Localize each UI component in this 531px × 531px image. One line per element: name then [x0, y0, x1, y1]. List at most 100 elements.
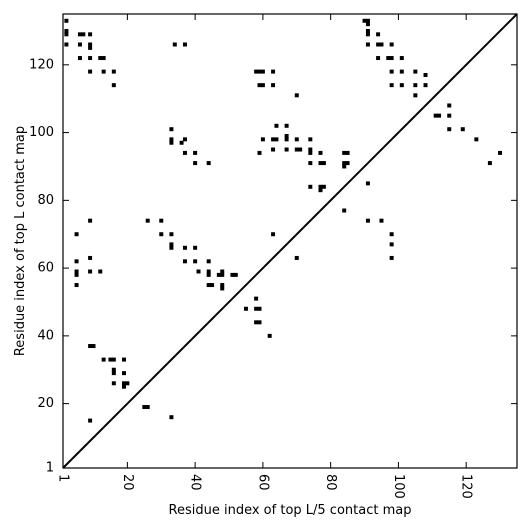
contact-point [389, 56, 394, 61]
contact-point [447, 103, 452, 108]
contact-point [365, 22, 370, 27]
contact-point [206, 283, 211, 288]
contact-point [318, 150, 323, 155]
contact-point [206, 269, 211, 274]
contact-point [206, 259, 211, 264]
contact-point [101, 69, 106, 74]
contact-point [365, 28, 370, 33]
contact-point [145, 405, 150, 410]
contact-point [389, 69, 394, 74]
contact-point [399, 56, 404, 61]
contact-point [308, 161, 313, 166]
contact-point [88, 42, 93, 47]
y-tick-label: 20 [37, 396, 54, 411]
contact-point [74, 272, 79, 277]
x-tick-label: 100 [391, 474, 406, 499]
contact-point [193, 161, 198, 166]
contact-point [342, 208, 347, 213]
contact-point [386, 56, 391, 61]
contact-point [111, 371, 116, 376]
contact-point [294, 93, 299, 98]
x-tick-label: 120 [459, 474, 474, 499]
scatter-points [64, 18, 503, 423]
contact-point [284, 133, 289, 138]
contact-point [271, 147, 276, 152]
contact-point [108, 357, 113, 362]
contact-point [413, 83, 418, 88]
contact-point [121, 384, 126, 389]
contact-point [169, 245, 174, 250]
contact-point [399, 69, 404, 74]
contact-point [88, 255, 93, 260]
y-tick-label: 100 [29, 125, 54, 140]
contact-point [243, 306, 248, 311]
contact-point [88, 32, 93, 37]
contact-point [362, 18, 367, 23]
contact-point [365, 18, 370, 23]
contact-point [257, 83, 262, 88]
contact-point [254, 306, 259, 311]
contact-point [101, 56, 106, 61]
contact-point [413, 93, 418, 98]
contact-point [447, 127, 452, 132]
contact-point [206, 161, 211, 166]
contact-point [318, 161, 323, 166]
x-tick-label: 40 [188, 474, 203, 491]
contact-point [308, 147, 313, 152]
contact-point [220, 269, 225, 274]
contact-point [498, 150, 503, 155]
contact-point [88, 344, 93, 349]
contact-point [169, 127, 174, 132]
y-tick-label: 80 [37, 193, 54, 208]
contact-point [121, 371, 126, 376]
contact-point [88, 218, 93, 223]
contact-point [365, 218, 370, 223]
contact-point [169, 140, 174, 145]
contact-point [121, 381, 126, 386]
contact-point [233, 272, 238, 277]
contact-point [254, 69, 259, 74]
contact-point [294, 147, 299, 152]
contact-point [318, 188, 323, 193]
contact-point [169, 232, 174, 237]
contact-point [318, 184, 323, 189]
contact-point [376, 42, 381, 47]
contact-point [88, 418, 93, 423]
contact-point [345, 150, 350, 155]
contact-point [220, 283, 225, 288]
contact-point [121, 357, 126, 362]
contact-point [399, 83, 404, 88]
y-tick-label: 40 [37, 328, 54, 343]
contact-point [111, 381, 116, 386]
contact-point [77, 32, 82, 37]
contact-point [101, 357, 106, 362]
contact-point [342, 161, 347, 166]
contact-point [423, 83, 428, 88]
contact-point [159, 218, 164, 223]
contact-point [257, 150, 262, 155]
contact-point [423, 72, 428, 77]
contact-point [376, 32, 381, 37]
contact-point [193, 150, 198, 155]
contact-point [64, 42, 69, 47]
contact-point [437, 113, 442, 118]
contact-point [125, 381, 130, 386]
contact-point [206, 272, 211, 277]
contact-point [64, 28, 69, 33]
contact-point [210, 283, 215, 288]
contact-point [77, 42, 82, 47]
contact-point [433, 113, 438, 118]
diagonal-line [62, 13, 518, 469]
contact-point [142, 405, 147, 410]
contact-point [88, 56, 93, 61]
contact-point [220, 272, 225, 277]
contact-point [342, 150, 347, 155]
contact-point [271, 83, 276, 88]
contact-point [74, 283, 79, 288]
contact-point [274, 123, 279, 128]
contact-point [298, 147, 303, 152]
contact-point [88, 45, 93, 50]
contact-point [487, 161, 492, 166]
contact-point [365, 32, 370, 37]
contact-point [260, 83, 265, 88]
